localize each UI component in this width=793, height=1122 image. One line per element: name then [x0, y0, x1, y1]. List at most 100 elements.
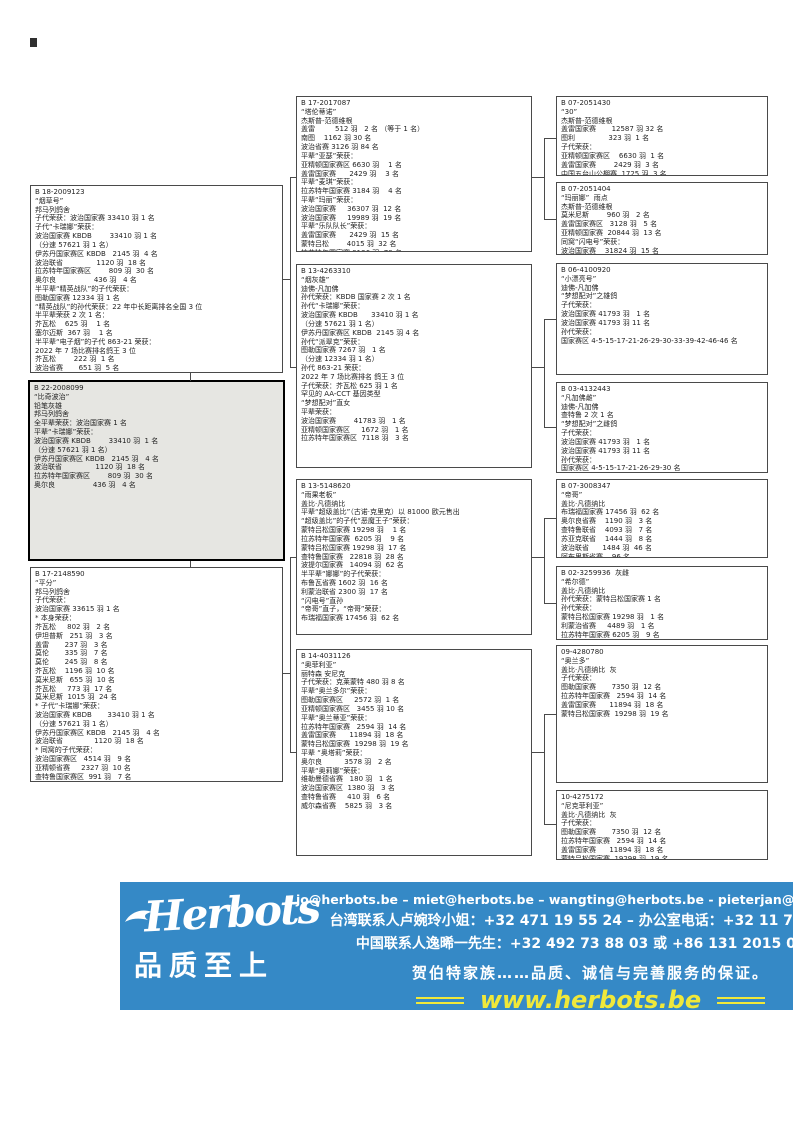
result-line: “凡加佛雌” [561, 393, 597, 402]
result-line: 波治国家赛 33615 羽 1 名 [35, 605, 120, 614]
result-line: “帝哥”直子，“帝哥”荣获： [301, 605, 386, 614]
box-lines: “凡加佛雌” 迪佛-凡加佛 查特鲁 2 次 1 名 “梦想配对”之雌鸽 子代荣获： 波治国… [561, 393, 763, 473]
connector [532, 177, 544, 178]
result-line: “雨果老板” [301, 490, 337, 499]
connector [544, 319, 556, 320]
website-row: www.herbots.be [310, 986, 793, 1014]
ring-number: B 18-2009123 [35, 188, 85, 196]
result-line: “梦想配对”直女 [301, 399, 351, 408]
result-line: 拉苏特年国家赛 3184 羽 4 名 [301, 187, 402, 196]
result-line: 波治国家赛区 4514 羽 9 名 [35, 755, 132, 764]
box-b14-4031126: B 14-4031126 “奥菲利亚” 丽特森 安尼克 子代荣获：克莱蒙特 480 … [296, 649, 532, 856]
result-line: 平辈“奥兰多尔”荣获： [301, 687, 372, 696]
result-line: 波治联省 1484 羽 46 名 [561, 543, 652, 552]
result-line: 蒙特吕松国家赛 19298 羽 19 名 [301, 740, 409, 749]
result-line: （分速 57621 羽 1 名） [35, 719, 113, 728]
result-line: 盖雷国家赛 2429 羽 3 名 [561, 160, 659, 169]
result-line: 孙代荣获：蒙特吕松国家赛 1 名 [561, 595, 661, 604]
taiwan-contact-line: 台湾联系人卢婉玲小姐：+32 471 19 55 24 – 办公室电话：+32 … [329, 913, 793, 929]
connector [544, 518, 545, 604]
result-line: 孙代荣获： [561, 455, 596, 464]
ring-number: B 17-2017087 [301, 99, 351, 107]
result-line: 盖比·凡德纳比 [561, 586, 606, 595]
result-line: 查特鲁国家赛区 991 羽 7 名 [35, 772, 132, 781]
result-line: 芥瓦松 222 羽 1 名 [35, 355, 115, 364]
result-line: 邦马列鸽舍 [35, 205, 70, 214]
result-line: “比奇波治” [34, 392, 70, 401]
result-line: “烟灰雄” [301, 275, 330, 284]
result-line: （分速 57621 羽 1 名） [35, 240, 113, 249]
result-line: 图勒国家赛 7350 羽 12 名 [561, 683, 662, 692]
herbots-logo: Herbots 品质至上 [120, 882, 320, 1010]
connector [532, 367, 544, 368]
result-line: 伊苏丹国家赛区 KBDB 2145 羽 4 名 [35, 728, 160, 737]
result-line: 查特鲁联省 4093 羽 7 名 [561, 526, 653, 535]
result-line: 亚精顿国家赛区 3455 羽 10 名 [301, 704, 405, 713]
result-line: 莫米尼斯 960 羽 2 名 [561, 211, 650, 220]
result-line: 子代荣获： [561, 143, 596, 152]
result-line: 波治联省 1120 羽 18 名 [35, 258, 146, 267]
connector [532, 557, 544, 558]
result-line: 奥尔良省赛 1190 羽 3 名 [561, 517, 653, 526]
connector [290, 557, 291, 753]
result-line: 迪佛-凡加佛 [301, 284, 339, 293]
result-line: 波治国家赛 31824 羽 15 名 [561, 246, 659, 255]
result-line: 波治国家赛 41793 羽 11 名 [561, 318, 651, 327]
result-line: 塞尔迈斯 367 羽 1 名 [35, 329, 113, 337]
result-line: 拉苏特年国家赛区 7118 羽 3 名 [301, 434, 409, 443]
result-line: 波治国家赛 KBDB 33410 羽 1 名 [35, 232, 158, 241]
result-line: 芥瓦松 625 羽 1 名 [35, 320, 111, 329]
result-line: 布鲁瓦省赛 1602 羽 16 名 [301, 578, 388, 587]
ring-number: B 06-4100920 [561, 266, 611, 274]
connector [544, 824, 556, 825]
result-line: 铅笔灰雄 [34, 401, 62, 410]
ring-number: B 02-3259936 灰雌 [561, 569, 630, 577]
box-lines: “希尔德” 盖比·凡德纳比 孙代荣获：蒙特吕松国家赛 1 名孙代荣获： 蒙特吕松国家赛… [561, 577, 763, 639]
connector [290, 557, 296, 558]
result-line: “希尔德” [561, 577, 590, 586]
result-line: 罕见的 AA-CCT 基因类型 [301, 390, 381, 399]
result-line: “闪电号”直孙 [301, 596, 344, 605]
result-line: 子代荣获：波治国家赛 33410 羽 1 名 [35, 214, 155, 223]
result-line: 迪佛-凡加佛 [561, 402, 599, 411]
result-line: 查特鲁省赛 410 羽 6 名 [301, 793, 391, 801]
slogan-line: 贺伯特家族……品质、诚信与完善服务的保证。 [411, 964, 769, 982]
result-line: 图利 323 羽 1 名 [561, 134, 650, 143]
result-line: 波治国家赛 41783 羽 1 名 [301, 416, 406, 425]
result-line: 子代荣获：芥瓦松 625 羽 1 名 [301, 381, 398, 390]
result-line: 盖比·凡德纳比 [561, 499, 606, 508]
result-line: 国家赛区 4-5-15-17-21-26-29-30 名 [561, 464, 681, 473]
result-line: 蒙特吕松国家赛 19298 羽 19 名 [561, 854, 669, 860]
result-line: 波治国家赛 KBDB 33410 羽 1 名 [301, 311, 419, 320]
result-line: 盖雷国家赛 11894 羽 18 名 [301, 731, 404, 740]
result-line: 盖雷国家赛区 3128 羽 5 名 [561, 220, 658, 229]
box-b06-4100920: B 06-4100920 “小漂亮号” 迪佛-凡加佛 “梦想配对”之雄鸽 子代荣获：波… [556, 263, 768, 375]
result-line: 波提尔国家赛 14094 羽 62 名 [301, 561, 404, 570]
result-line: 子代“卡瑞娜”荣获： [35, 223, 99, 232]
result-line: “超级盖比”的子代“恶魔王子”荣获： [301, 517, 414, 526]
result-line: 图勒国家赛 12334 羽 1 名 [35, 293, 120, 302]
ring-number: 09-4280780 [561, 648, 604, 656]
result-line: 伊苏丹国家赛区 KBDB 2145 羽 4 名 [35, 249, 158, 258]
box-lines: “奥兰多” 盖比·凡德纳比 灰子代荣获： 图勒国家赛 7350 羽 12 名拉苏特年… [561, 657, 763, 719]
connector [544, 219, 556, 220]
website-url: www.herbots.be [479, 986, 702, 1014]
result-line: “尼克菲利亚” [561, 801, 604, 810]
result-line: 盖比·凡德纳比 灰 [561, 810, 617, 819]
feather-icon [125, 910, 152, 922]
box-lines: “30” 杰斯普-范德维根 盖雷国家赛 12587 羽 32 名图利 323 羽 1… [561, 107, 763, 175]
result-line: 蒙特吕松国家赛 19298 羽 17 名 [301, 543, 407, 552]
contact-emails: jo@herbots.be – miet@herbots.be – wangti… [296, 892, 793, 907]
connector [283, 279, 291, 280]
connector [290, 177, 296, 178]
box-lines: “比奇波治” 铅笔灰雄 邦马列鸽舍 全平辈荣获：波治国家赛 1 名平辈“卡瑞娜”荣获：… [34, 393, 279, 490]
connector [290, 367, 296, 368]
result-line: 蒙特吕松 4015 羽 32 名 [301, 240, 397, 248]
result-line: 孙代“派翠克”荣获： [301, 337, 365, 346]
result-line: 孙代“卡瑞娜”荣获： [301, 302, 365, 311]
ring-number: B 14-4031126 [301, 652, 351, 660]
result-line: 波治国家赛 41793 羽 11 名 [561, 446, 651, 455]
result-line: 奥尔良 436 羽 4 名 [34, 480, 136, 489]
result-line: 子代荣获： [561, 429, 596, 438]
result-line: “30” [561, 107, 578, 116]
